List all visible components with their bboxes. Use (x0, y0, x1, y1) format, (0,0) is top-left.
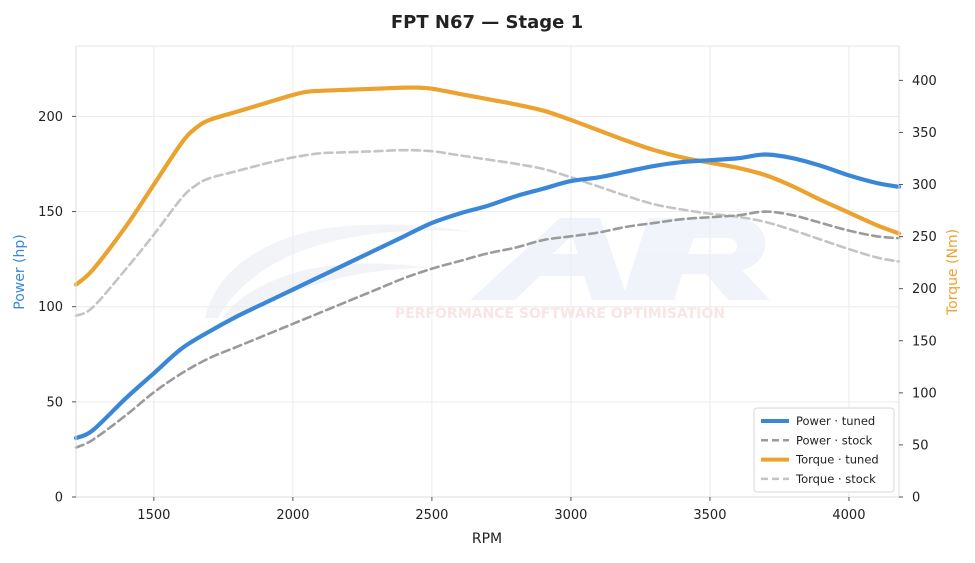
legend-label-power-tuned: Power · tuned (796, 414, 875, 428)
legend: Power · tuned Power · stock Torque · tuned… (753, 407, 895, 493)
y-tick-label-right: 200 (912, 282, 937, 297)
x-tick-label: 3000 (554, 508, 587, 523)
watermark-letter-a (470, 218, 628, 300)
y-tick-label-left: 50 (46, 395, 63, 410)
x-tick-label: 4000 (832, 508, 865, 523)
y-tick-label-right: 0 (912, 491, 920, 506)
watermark-letter-r (622, 218, 770, 300)
y-tick-label-left: 100 (38, 300, 63, 315)
x-tick-label: 3500 (693, 508, 726, 523)
axes-frame (75, 45, 900, 498)
y-tick-label-right: 100 (912, 386, 937, 401)
series-layer (73, 85, 902, 449)
y-axis-label-right: Torque (Nm) (945, 229, 961, 316)
y-tick-label-left: 0 (55, 491, 63, 506)
legend-label-torque-tuned: Torque · tuned (795, 453, 879, 467)
y-axis-label-left: Power (hp) (12, 234, 28, 309)
x-tick-label: 1500 (137, 508, 170, 523)
legend-label-power-stock: Power · stock (796, 433, 873, 447)
legend-box (753, 407, 895, 493)
y-tick-label-right: 150 (912, 334, 937, 349)
y-tick-label-right: 250 (912, 230, 937, 245)
y-tick-label-left: 150 (38, 205, 63, 220)
series-line-power-stock (74, 210, 901, 449)
y-tick-label-right: 350 (912, 126, 937, 141)
watermark-swoosh-top (205, 224, 470, 318)
chart-title: FPT N67 — Stage 1 (391, 12, 583, 33)
watermark-tagline: PERFORMANCE SOFTWARE OPTIMISATION (395, 306, 725, 322)
y-tick-label-right: 300 (912, 178, 937, 193)
x-axis-label: RPM (472, 531, 502, 547)
y-tick-label-right: 400 (912, 74, 937, 89)
series-line-torque-tuned (73, 85, 902, 287)
y-tick-label-right: 50 (912, 438, 929, 453)
y-tick-label-left: 200 (38, 110, 63, 125)
legend-label-torque-stock: Torque · stock (795, 472, 876, 486)
series-line-torque-stock (74, 148, 901, 318)
tick-labels: 1500 2000 2500 3000 3500 40000501001502000501… (38, 74, 937, 523)
x-tick-label: 2000 (276, 508, 309, 523)
watermark-logo: PERFORMANCE SOFTWARE OPTIMISATION (205, 218, 770, 322)
x-tick-label: 2500 (415, 508, 448, 523)
series-line-power-tuned (73, 152, 902, 441)
